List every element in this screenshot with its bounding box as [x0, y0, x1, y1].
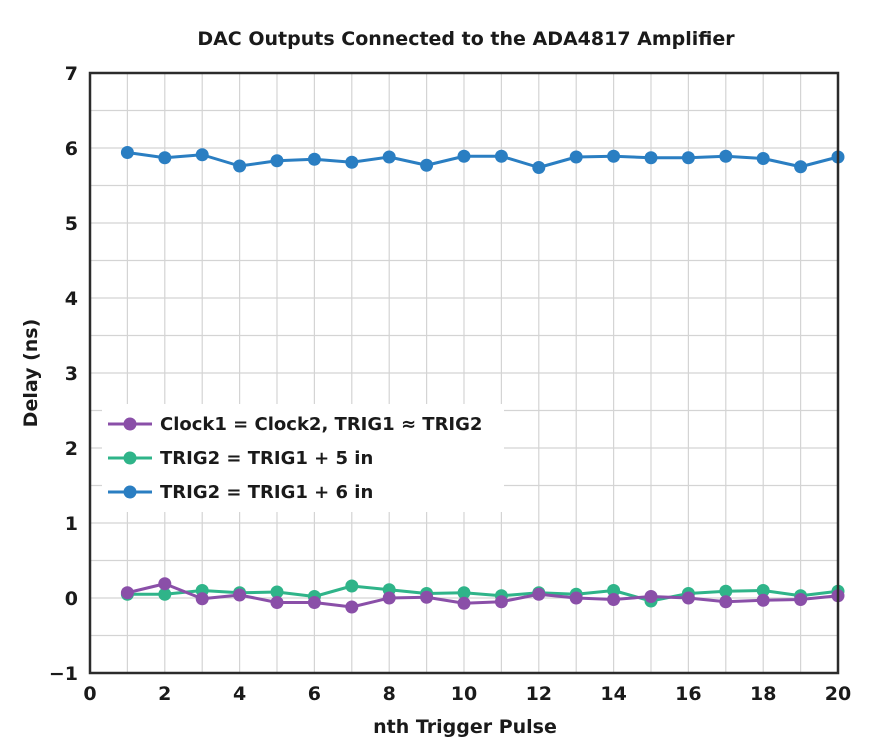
data-point	[270, 596, 284, 609]
legend-label: Clock1 = Clock2, TRIG1 ≈ TRIG2	[160, 414, 482, 435]
y-axis: −1 0 1 2 3 4 5 6 7	[49, 63, 78, 685]
data-point	[382, 591, 396, 605]
y-tick-label: 4	[65, 288, 78, 310]
data-point	[345, 579, 359, 593]
data-point	[494, 149, 508, 163]
legend-label: TRIG2 = TRIG1 + 5 in	[160, 448, 373, 469]
data-point	[158, 587, 172, 601]
series-3	[120, 146, 845, 174]
data-point	[158, 151, 172, 165]
chart-title: DAC Outputs Connected to the ADA4817 Amp…	[197, 28, 735, 50]
data-point	[644, 590, 658, 603]
x-tick-label: 18	[750, 683, 776, 705]
y-tick-label: 0	[65, 588, 78, 610]
data-point	[532, 161, 546, 174]
data-point	[233, 588, 247, 602]
grid	[90, 73, 838, 673]
legend-marker	[123, 485, 137, 499]
data-point	[644, 151, 658, 165]
data-point	[195, 148, 209, 162]
data-point	[794, 160, 808, 174]
data-point	[494, 595, 508, 609]
data-point	[345, 600, 359, 614]
x-axis-label: nth Trigger Pulse	[373, 716, 557, 738]
y-axis-label: Delay (ns)	[20, 319, 42, 428]
data-point	[345, 155, 359, 169]
x-tick-label: 16	[675, 683, 701, 705]
data-point	[607, 593, 621, 606]
x-tick-label: 12	[526, 683, 552, 705]
data-point	[307, 152, 321, 166]
series-1	[120, 577, 845, 614]
data-point	[420, 158, 434, 172]
x-tick-label: 2	[158, 683, 171, 705]
data-point	[756, 593, 770, 607]
legend-item: TRIG2 = TRIG1 + 5 in	[108, 448, 373, 469]
series-layer	[120, 146, 845, 614]
y-tick-label: −1	[49, 663, 78, 685]
x-tick-label: 6	[308, 683, 321, 705]
data-point	[307, 596, 321, 609]
data-point	[607, 149, 621, 163]
data-point	[158, 577, 172, 591]
data-point	[382, 150, 396, 164]
legend-item: TRIG2 = TRIG1 + 6 in	[108, 482, 373, 503]
legend-background	[102, 404, 504, 512]
data-point	[270, 154, 284, 168]
legend: Clock1 = Clock2, TRIG1 ≈ TRIG2 TRIG2 = TR…	[102, 404, 504, 512]
legend-marker	[123, 451, 137, 465]
data-point	[681, 591, 695, 605]
data-point	[719, 584, 733, 598]
plot-frame	[88, 71, 840, 675]
data-point	[120, 586, 134, 600]
y-tick-label: 1	[65, 513, 78, 535]
data-point	[457, 586, 471, 600]
data-point	[794, 593, 808, 606]
x-tick-label: 8	[383, 683, 396, 705]
data-point	[607, 584, 621, 597]
legend-marker	[123, 417, 137, 431]
data-point	[457, 149, 471, 163]
y-tick-label: 7	[65, 63, 78, 85]
x-tick-label: 0	[83, 683, 96, 705]
legend-item: Clock1 = Clock2, TRIG1 ≈ TRIG2	[108, 414, 482, 435]
x-tick-label: 14	[600, 683, 626, 705]
legend-label: TRIG2 = TRIG1 + 6 in	[160, 482, 373, 503]
data-point	[420, 590, 434, 604]
x-tick-label: 10	[451, 683, 477, 705]
data-point	[719, 595, 733, 609]
data-point	[681, 151, 695, 165]
data-point	[756, 152, 770, 165]
x-tick-label: 20	[825, 683, 851, 705]
y-tick-label: 5	[65, 213, 78, 235]
data-point	[569, 150, 583, 164]
y-tick-label: 3	[65, 363, 78, 385]
data-point	[569, 591, 583, 605]
data-point	[270, 585, 284, 599]
data-point	[195, 592, 209, 606]
y-tick-label: 6	[65, 138, 78, 160]
data-point	[233, 159, 247, 173]
x-axis: 0 2 4 6 8 10 12 14 16 18 20	[83, 683, 851, 705]
data-point	[756, 584, 770, 597]
data-point	[457, 596, 471, 610]
y-tick-label: 2	[65, 438, 78, 460]
data-point	[719, 149, 733, 163]
x-tick-label: 4	[233, 683, 246, 705]
data-point	[532, 587, 546, 601]
data-point	[120, 146, 134, 159]
